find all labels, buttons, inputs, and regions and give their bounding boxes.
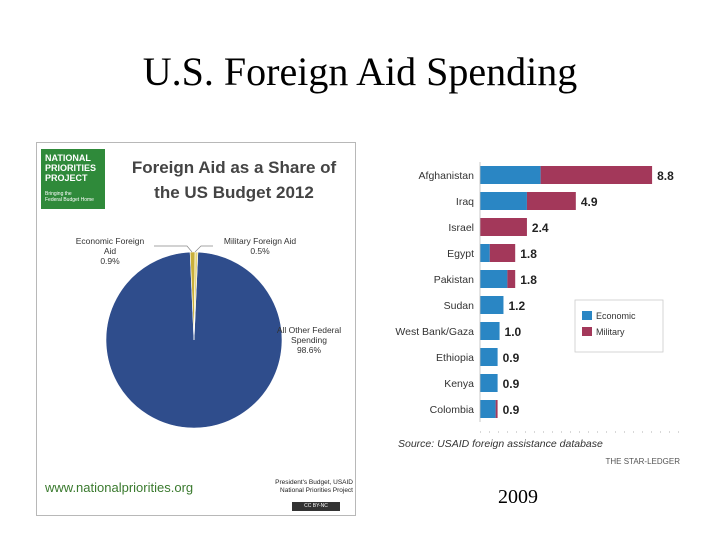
bar-economic — [480, 244, 490, 262]
bar-economic — [480, 270, 508, 288]
year-label: 2009 — [498, 486, 538, 508]
pie-leader-economic — [154, 245, 193, 253]
bar-economic — [480, 192, 527, 210]
website-link[interactable]: www.nationalpriorities.org — [45, 480, 194, 495]
bar-economic — [480, 348, 498, 366]
bar-total-label: 1.8 — [520, 273, 537, 287]
category-label: Afghanistan — [419, 170, 475, 182]
bar-military — [489, 244, 516, 262]
category-label: Pakistan — [434, 274, 474, 286]
bar-economic — [480, 400, 496, 418]
legend-label: Military — [596, 327, 625, 337]
bar-total-label: 1.8 — [520, 247, 537, 261]
bar-total-label: 1.2 — [508, 299, 525, 313]
logo-name: NATIONAL PRIORITIES PROJECT — [45, 153, 97, 183]
bar-military — [540, 166, 653, 184]
category-label: West Bank/Gaza — [395, 326, 474, 338]
pie-label-other: All Other Federal Spending 98.6% — [276, 325, 342, 355]
bar-economic — [480, 374, 498, 392]
npp-logo: NATIONAL PRIORITIES PROJECT Bringing the… — [41, 149, 105, 209]
logo-tagline: Bringing the Federal Budget Home — [45, 191, 94, 203]
bar-credit: THE STAR-LEDGER — [605, 457, 680, 466]
bar-chart: Afghanistan 8.8 Iraq 4.9 Israel 2.4 Egypt 1.8 Pa… — [395, 162, 680, 466]
category-label: Israel — [448, 222, 474, 234]
bar-total-label: 0.9 — [503, 377, 520, 391]
category-label: Kenya — [444, 378, 474, 390]
pie-slice-other — [105, 251, 283, 429]
bar-total-label: 0.9 — [503, 403, 520, 417]
pie-chart-panel: NATIONAL PRIORITIES PROJECT Bringing the… — [36, 142, 356, 516]
pie-label-economic: Economic Foreign Aid 0.9% — [75, 236, 145, 266]
category-label: Egypt — [447, 248, 474, 260]
legend-box — [574, 299, 664, 353]
bar-total-label: 0.9 — [503, 351, 520, 365]
pie-leader-military — [194, 245, 213, 253]
bar-economic — [480, 166, 541, 184]
bar-military — [526, 192, 576, 210]
category-label: Sudan — [444, 300, 475, 312]
bar-total-label: 1.0 — [505, 325, 522, 339]
bar-military — [507, 270, 516, 288]
category-label: Ethiopia — [436, 352, 474, 364]
category-label: Iraq — [456, 196, 474, 208]
pie-chart-title: Foreign Aid as a Share of the US Budget … — [131, 158, 337, 202]
bar-total-label: 2.4 — [532, 221, 549, 235]
pie-source-note: President's Budget, USAID National Prior… — [275, 479, 353, 494]
bar-source-note: Source: USAID foreign assistance databas… — [398, 438, 603, 450]
pie-chart — [105, 245, 283, 429]
legend-label: Economic — [596, 311, 636, 321]
bar-military — [495, 400, 498, 418]
bar-total-label: 4.9 — [581, 195, 598, 209]
legend-swatch-military — [582, 327, 592, 336]
license-badge: CC BY-NC — [292, 502, 340, 511]
category-label: Colombia — [430, 404, 475, 416]
bar-economic — [480, 296, 504, 314]
bar-economic — [480, 322, 500, 340]
slide-title: U.S. Foreign Aid Spending — [142, 49, 578, 94]
bar-military — [480, 218, 527, 236]
legend-swatch-economic — [582, 311, 592, 320]
pie-label-military: Military Foreign Aid 0.5% — [223, 236, 297, 256]
bar-total-label: 8.8 — [657, 169, 674, 183]
